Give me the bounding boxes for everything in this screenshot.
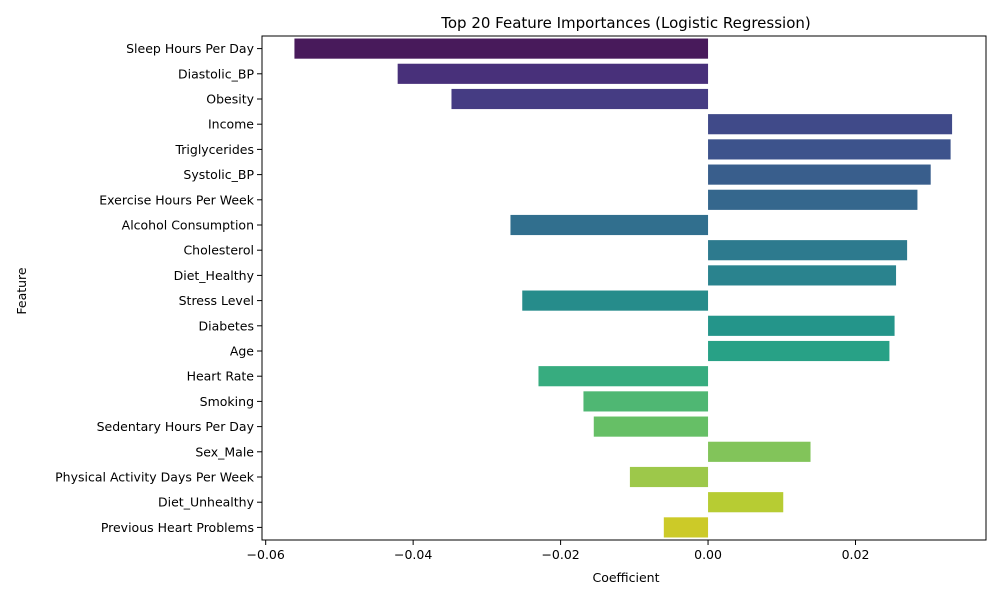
bar-age: [708, 340, 890, 362]
bar-obesity: [451, 88, 709, 110]
bar-previous-heart-problems: [663, 517, 709, 538]
y-tick-label: Diabetes: [199, 318, 255, 333]
x-tick-label: −0.02: [541, 547, 579, 562]
bar-diet-healthy: [708, 265, 897, 286]
bar-diet-unhealthy: [708, 492, 784, 513]
y-tick-label: Diet_Unhealthy: [158, 495, 255, 510]
x-tick-label: 0.02: [842, 547, 870, 562]
y-axis-label: Feature: [14, 267, 29, 315]
bar-stress-level: [522, 290, 709, 311]
y-tick-label: Cholesterol: [183, 243, 254, 258]
x-axis-label: Coefficient: [592, 570, 659, 585]
y-tick-label: Income: [208, 117, 254, 132]
y-tick-label: Sleep Hours Per Day: [126, 41, 254, 56]
y-tick-label: Heart Rate: [187, 369, 255, 384]
y-tick-label: Diastolic_BP: [178, 66, 254, 81]
y-tick-label: Previous Heart Problems: [101, 520, 254, 535]
bars-group: [294, 38, 953, 538]
y-tick-label: Physical Activity Days Per Week: [55, 470, 255, 485]
y-tick-label: Triglycerides: [174, 142, 254, 157]
bar-exercise-hours-per-week: [708, 189, 918, 210]
y-tick-label: Smoking: [200, 394, 254, 409]
y-tick-label: Exercise Hours Per Week: [99, 192, 254, 207]
bar-physical-activity-days-per-week: [629, 466, 709, 488]
bar-sex-male: [708, 441, 811, 462]
chart-title: Top 20 Feature Importances (Logistic Reg…: [440, 14, 811, 32]
bar-income: [708, 114, 953, 135]
y-tick-label: Systolic_BP: [183, 167, 254, 182]
y-tick-label: Diet_Healthy: [174, 268, 255, 283]
x-tick-label: 0.00: [694, 547, 722, 562]
bar-systolic-bp: [708, 164, 931, 185]
y-tick-label: Sedentary Hours Per Day: [97, 419, 255, 434]
y-tick-label: Alcohol Consumption: [122, 218, 254, 233]
y-axis: Sleep Hours Per Day Diastolic_BP Obesity In…: [55, 41, 262, 535]
bar-heart-rate: [538, 366, 709, 387]
x-axis: −0.06 −0.04 −0.02 0.00 0.02: [247, 540, 870, 562]
y-tick-label: Stress Level: [179, 293, 254, 308]
y-tick-label: Sex_Male: [195, 444, 254, 459]
x-tick-label: −0.06: [247, 547, 285, 562]
bar-sleep-hours-per-day: [294, 38, 709, 59]
bar-sedentary-hours-per-day: [593, 416, 709, 437]
bar-diabetes: [708, 315, 895, 336]
bar-alcohol-consumption: [510, 214, 709, 236]
x-tick-label: −0.04: [394, 547, 432, 562]
y-tick-label: Obesity: [206, 92, 254, 107]
bar-smoking: [583, 391, 709, 412]
bar-triglycerides: [708, 139, 951, 160]
plot-frame: [261, 35, 987, 541]
bar-cholesterol: [708, 240, 908, 261]
y-tick-label: Age: [230, 344, 254, 359]
bar-diastolic-bp: [397, 63, 709, 84]
